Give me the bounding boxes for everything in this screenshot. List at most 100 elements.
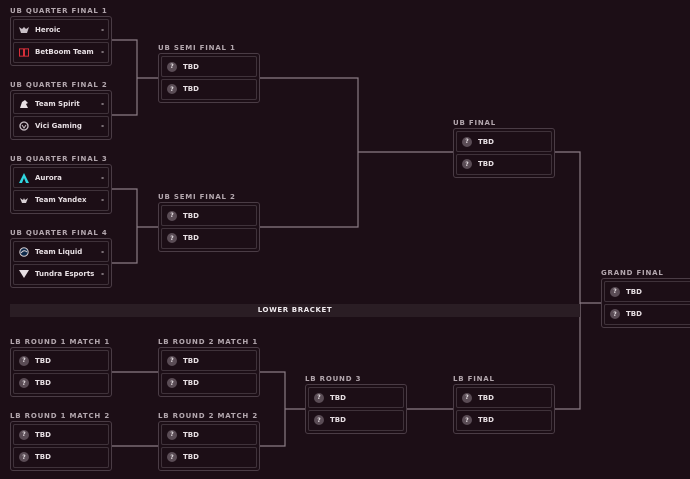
- lower-bracket-label: LOWER BRACKET: [257, 306, 333, 314]
- team-name: TBD: [183, 211, 199, 220]
- question-icon: ?: [610, 309, 620, 319]
- match-lbr3[interactable]: ? TBD? TBD: [305, 384, 407, 434]
- question-icon: ?: [167, 355, 177, 366]
- match-title: LB ROUND 1 MATCH 1: [10, 338, 110, 346]
- team-slot[interactable]: ? TBD: [456, 387, 552, 408]
- team-name: Team Yandex: [35, 196, 87, 204]
- team-slot[interactable]: ? TBD: [456, 409, 552, 431]
- match-lbr2m2[interactable]: ? TBD? TBD: [158, 421, 260, 471]
- team-slot[interactable]: Heroic -: [13, 19, 109, 40]
- question-icon: ?: [167, 429, 177, 440]
- connector-lbr2-lbr3: [260, 371, 305, 447]
- match-ubqf3[interactable]: Aurora - Team Yandex -: [10, 164, 112, 214]
- team-slot[interactable]: ? TBD: [308, 387, 404, 408]
- match-title: UB QUARTER FINAL 1: [10, 7, 108, 15]
- team-score: -: [101, 25, 104, 34]
- connector-ubqf34-ubsf2: [112, 188, 158, 264]
- question-icon: ?: [462, 136, 472, 147]
- team-liquid-logo-icon: [19, 246, 29, 257]
- match-ubqf1[interactable]: Heroic - BetBoom Team -: [10, 16, 112, 66]
- team-name: TBD: [478, 393, 494, 402]
- heroic-logo-icon: [19, 25, 29, 35]
- team-name: TBD: [183, 430, 199, 439]
- team-score: -: [101, 247, 104, 256]
- match-lbf[interactable]: ? TBD? TBD: [453, 384, 555, 434]
- team-score: -: [101, 196, 104, 204]
- aurora-logo-icon: [19, 172, 29, 183]
- team-slot[interactable]: ? TBD: [13, 350, 109, 371]
- team-slot[interactable]: ? TBD: [13, 372, 109, 394]
- vici-gaming-logo-icon: [19, 121, 29, 131]
- team-slot[interactable]: ? TBD: [161, 424, 257, 445]
- question-icon: ?: [19, 355, 29, 366]
- team-slot[interactable]: ? TBD: [456, 131, 552, 152]
- question-icon: ?: [462, 159, 472, 169]
- team-slot[interactable]: Vici Gaming -: [13, 115, 109, 137]
- team-slot[interactable]: ? TBD: [308, 409, 404, 431]
- match-lbr1m2[interactable]: ? TBD? TBD: [10, 421, 112, 471]
- team-name: TBD: [478, 416, 494, 424]
- team-slot[interactable]: ? TBD: [161, 78, 257, 100]
- team-slot[interactable]: ? TBD: [161, 372, 257, 394]
- team-name: TBD: [183, 356, 199, 365]
- team-name: TBD: [478, 137, 494, 146]
- question-icon: ?: [167, 452, 177, 462]
- team-name: Heroic: [35, 25, 61, 34]
- question-icon: ?: [314, 392, 324, 403]
- question-icon: ?: [167, 233, 177, 243]
- team-name: TBD: [330, 416, 346, 424]
- team-name: TBD: [35, 430, 51, 439]
- match-ubqf4[interactable]: Team Liquid - Tundra Esports -: [10, 238, 112, 288]
- match-title: UB FINAL: [453, 119, 496, 127]
- team-slot[interactable]: ? TBD: [161, 56, 257, 77]
- team-slot[interactable]: Team Yandex -: [13, 189, 109, 211]
- team-score: -: [101, 99, 104, 108]
- match-lbr2m1[interactable]: ? TBD? TBD: [158, 347, 260, 397]
- match-ubsf1[interactable]: ? TBD? TBD: [158, 53, 260, 103]
- team-name: TBD: [183, 453, 199, 461]
- team-slot[interactable]: ? TBD: [604, 303, 690, 325]
- team-slot[interactable]: ? TBD: [161, 446, 257, 468]
- question-icon: ?: [462, 392, 472, 403]
- team-score: -: [101, 270, 104, 278]
- question-icon: ?: [462, 415, 472, 425]
- team-slot[interactable]: Tundra Esports -: [13, 263, 109, 285]
- team-slot[interactable]: ? TBD: [13, 446, 109, 468]
- match-gf[interactable]: ? TBD? TBD: [601, 278, 690, 328]
- question-icon: ?: [314, 415, 324, 425]
- team-score: -: [101, 48, 104, 56]
- team-name: Aurora: [35, 173, 62, 182]
- team-slot[interactable]: ? TBD: [161, 350, 257, 371]
- team-name: TBD: [330, 393, 346, 402]
- question-icon: ?: [167, 210, 177, 221]
- match-title: LB ROUND 1 MATCH 2: [10, 412, 110, 420]
- team-slot[interactable]: ? TBD: [456, 153, 552, 175]
- team-slot[interactable]: Aurora -: [13, 167, 109, 188]
- question-icon: ?: [19, 429, 29, 440]
- team-slot[interactable]: ? TBD: [161, 227, 257, 249]
- team-name: Vici Gaming: [35, 122, 82, 130]
- team-name: BetBoom Team: [35, 48, 94, 56]
- question-icon: ?: [19, 378, 29, 388]
- match-title: UB SEMI FINAL 2: [158, 193, 236, 201]
- match-title: UB QUARTER FINAL 3: [10, 155, 108, 163]
- team-yandex-logo-icon: [19, 195, 29, 205]
- team-slot[interactable]: ? TBD: [161, 205, 257, 226]
- team-slot[interactable]: ? TBD: [13, 424, 109, 445]
- match-ubsf2[interactable]: ? TBD? TBD: [158, 202, 260, 252]
- team-name: TBD: [183, 234, 199, 242]
- team-score: -: [101, 122, 104, 130]
- team-name: TBD: [35, 356, 51, 365]
- match-ubf[interactable]: ? TBD? TBD: [453, 128, 555, 178]
- match-title: UB SEMI FINAL 1: [158, 44, 236, 52]
- match-ubqf2[interactable]: Team Spirit - Vici Gaming -: [10, 90, 112, 140]
- team-slot[interactable]: Team Liquid -: [13, 241, 109, 262]
- match-title: LB ROUND 2 MATCH 2: [158, 412, 258, 420]
- team-slot[interactable]: Team Spirit -: [13, 93, 109, 114]
- team-slot[interactable]: BetBoom Team -: [13, 41, 109, 63]
- question-icon: ?: [167, 84, 177, 94]
- match-lbr1m1[interactable]: ? TBD? TBD: [10, 347, 112, 397]
- connector-ubsf-ubf: [260, 77, 453, 228]
- question-icon: ?: [19, 452, 29, 462]
- team-slot[interactable]: ? TBD: [604, 281, 690, 302]
